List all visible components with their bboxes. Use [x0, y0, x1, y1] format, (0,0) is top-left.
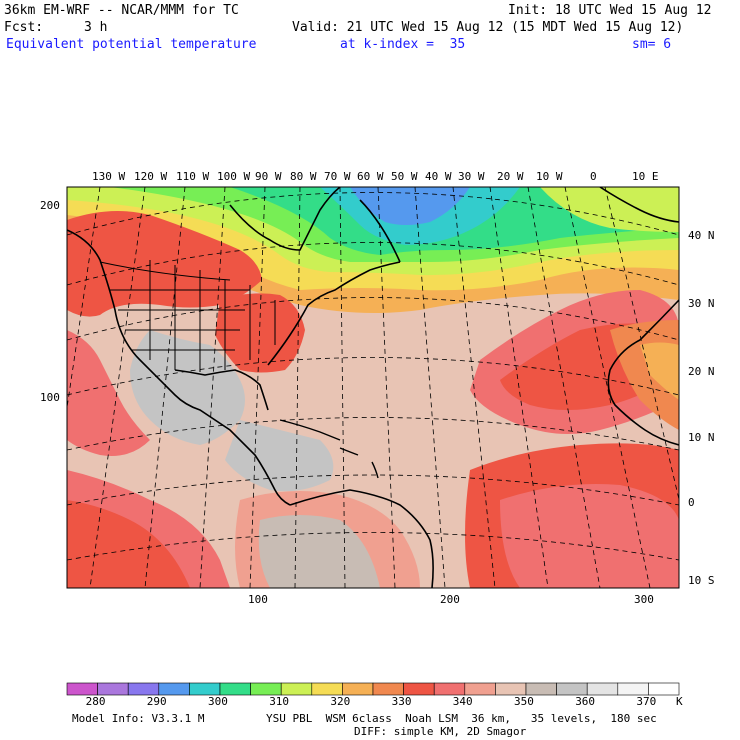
- legend-tick-label: 300: [208, 695, 228, 708]
- longitude-label: 10 W: [536, 170, 563, 183]
- legend-tick-label: 360: [575, 695, 596, 708]
- longitude-label: 10 E: [632, 170, 659, 183]
- model-title: 36km EM-WRF -- NCAR/MMM for TC: [4, 3, 239, 18]
- longitude-label: 40 W: [425, 170, 452, 183]
- frame-y-label: 100: [40, 391, 60, 404]
- latitude-label: 20 N: [688, 365, 715, 378]
- longitude-label: 0: [590, 170, 597, 183]
- legend-swatch: [617, 682, 649, 696]
- forecast-hours: 3 h: [84, 20, 108, 35]
- legend-tick-label: 290: [146, 695, 167, 708]
- legend-swatch: [127, 682, 160, 696]
- map-frame: [66, 186, 680, 589]
- field-name: Equivalent potential temperature: [6, 37, 257, 52]
- graticule: [67, 187, 679, 588]
- model-info: Model Info: V3.3.1 M: [72, 712, 205, 725]
- smoothing-info: sm= 6: [632, 37, 672, 52]
- legend-swatch: [556, 682, 588, 696]
- longitude-label: 20 W: [497, 170, 524, 183]
- level-info: at k-index = 35: [340, 37, 466, 52]
- legend-swatch: [433, 682, 466, 696]
- latitude-label: 40 N: [688, 229, 715, 242]
- frame-x-label: 100: [248, 593, 268, 606]
- latitude-label: 0: [688, 496, 695, 509]
- longitude-label: 100 W: [217, 170, 251, 183]
- legend-unit: K: [676, 695, 683, 708]
- forecast-label: Fcst:: [4, 20, 44, 35]
- legend-tick-label: 340: [452, 695, 473, 708]
- longitude-label: 60 W: [357, 170, 384, 183]
- diffusion-options: DIFF: simple KM, 2D Smagor: [354, 725, 527, 738]
- latitude-label: 10 N: [688, 431, 715, 444]
- latitude-label: 10 S: [688, 574, 715, 587]
- legend-swatch: [525, 682, 557, 696]
- legend-swatch: [403, 682, 435, 696]
- theta-e-map: [66, 186, 680, 589]
- legend-swatch: [189, 682, 221, 696]
- legend-tick-label: 310: [269, 695, 290, 708]
- longitude-label: 90 W: [255, 170, 282, 183]
- longitude-label: 120 W: [134, 170, 168, 183]
- longitude-label: 80 W: [290, 170, 317, 183]
- legend-swatch: [342, 682, 374, 696]
- legend-swatch: [311, 682, 343, 696]
- frame-x-label: 300: [634, 593, 654, 606]
- legend-swatch: [66, 682, 98, 696]
- legend-swatch: [464, 682, 496, 696]
- legend-tick-label: 280: [85, 695, 106, 708]
- legend-swatch: [495, 682, 527, 696]
- legend-swatch: [250, 682, 282, 696]
- legend-tick-label: 350: [514, 695, 534, 708]
- legend-swatch: [372, 682, 404, 696]
- legend-tick-label: 320: [330, 695, 351, 708]
- legend-swatch: [586, 682, 619, 696]
- legend-tick-label: 370: [636, 695, 657, 708]
- latitude-label: 30 N: [688, 297, 715, 310]
- longitude-label: 130 W: [92, 170, 126, 183]
- color-legend: [66, 682, 680, 696]
- longitude-label: 70 W: [324, 170, 351, 183]
- physics-options: YSU PBL WSM 6class Noah LSM 36 km, 35 le…: [266, 712, 657, 725]
- islands: [279, 419, 379, 479]
- borders: [99, 260, 276, 372]
- legend-swatch: [158, 682, 190, 696]
- init-time: Init: 18 UTC Wed 15 Aug 12: [508, 3, 712, 18]
- frame-y-label: 200: [40, 199, 60, 212]
- legend-swatch: [97, 682, 129, 696]
- map-field: [67, 187, 679, 588]
- legend-swatch: [280, 682, 313, 696]
- legend-swatch: [219, 682, 251, 696]
- frame-x-label: 200: [440, 593, 460, 606]
- legend-tick-label: 330: [391, 695, 412, 708]
- longitude-label: 30 W: [458, 170, 485, 183]
- legend-swatch: [648, 682, 680, 696]
- coastlines: [67, 187, 679, 588]
- longitude-label: 50 W: [391, 170, 418, 183]
- valid-time: Valid: 21 UTC Wed 15 Aug 12 (15 MDT Wed …: [292, 20, 684, 35]
- longitude-label: 110 W: [176, 170, 210, 183]
